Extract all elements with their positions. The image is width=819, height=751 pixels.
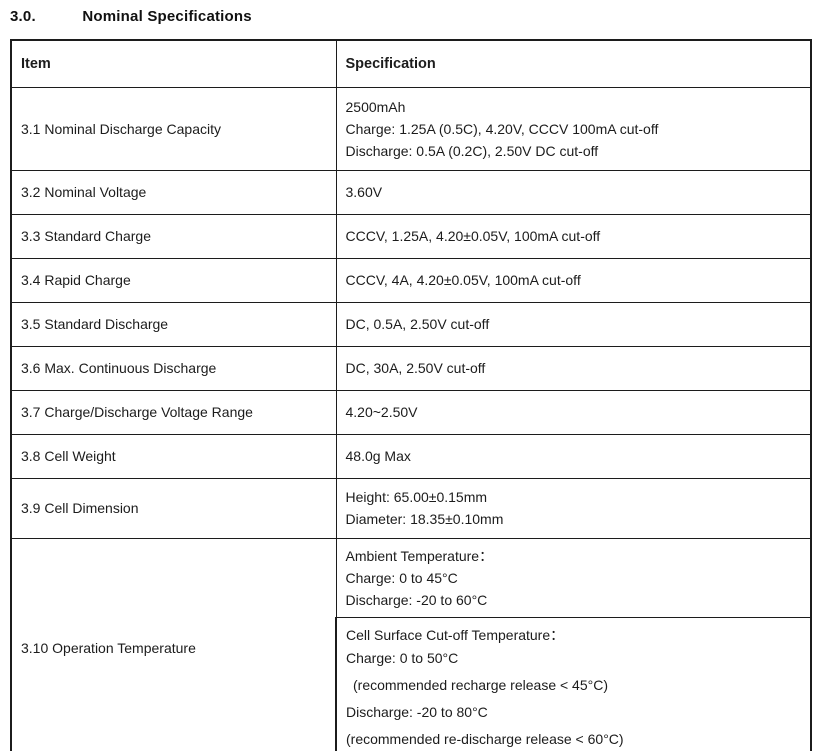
spec-line: Height: 65.00±0.15mm: [345, 489, 488, 505]
spec-line: Ambient Temperature：: [345, 547, 494, 564]
item-cell: 3.7 Charge/Discharge Voltage Range: [10, 389, 337, 435]
spec-line: CCCV, 1.25A, 4.20±0.05V, 100mA cut-off: [345, 228, 601, 244]
spec-line: Charge: 0 to 45°C: [345, 569, 458, 586]
table-row: 3.4 Rapid Charge CCCV, 4A, 4.20±0.05V, 1…: [10, 257, 812, 303]
table-row: 3.10 Operation Temperature Ambient Tempe…: [10, 537, 812, 751]
section-title-text: Nominal Specifications: [82, 8, 252, 25]
spec-cell: 3.60V: [335, 169, 812, 215]
spec-line: 2500mAh: [345, 98, 406, 115]
spec-line: Discharge: 0.5A (0.2C), 2.50V DC cut-off: [345, 142, 599, 159]
spec-cell: DC, 30A, 2.50V cut-off: [335, 345, 812, 391]
table-header-row: Item Specification: [10, 39, 812, 88]
spec-line: Cell Surface Cut-off Temperature：: [346, 626, 565, 643]
spec-line: Charge: 1.25A (0.5C), 4.20V, CCCV 100mA …: [345, 120, 659, 137]
spec-line: (recommended re-discharge release < 60°C…: [346, 730, 624, 747]
item-cell: 3.8 Cell Weight: [10, 433, 337, 479]
spec-cell-ambient-temperature: Ambient Temperature： Charge: 0 to 45°C D…: [335, 537, 812, 618]
table-row: 3.2 Nominal Voltage 3.60V: [10, 169, 812, 215]
item-cell: 3.9 Cell Dimension: [10, 477, 337, 539]
column-header-specification: Specification: [335, 39, 812, 88]
table-row: 3.1 Nominal Discharge Capacity 2500mAh C…: [10, 86, 812, 171]
spec-cell: CCCV, 4A, 4.20±0.05V, 100mA cut-off: [335, 257, 812, 303]
spec-line: Diameter: 18.35±0.10mm: [345, 511, 504, 527]
item-cell: 3.3 Standard Charge: [10, 213, 337, 259]
table-row: 3.7 Charge/Discharge Voltage Range 4.20~…: [10, 389, 812, 435]
spec-cell: 2500mAh Charge: 1.25A (0.5C), 4.20V, CCC…: [335, 86, 812, 171]
spec-cell: CCCV, 1.25A, 4.20±0.05V, 100mA cut-off: [335, 213, 812, 259]
item-cell: 3.1 Nominal Discharge Capacity: [10, 86, 337, 171]
spec-cell: 48.0g Max: [335, 433, 812, 479]
table-row: 3.3 Standard Charge CCCV, 1.25A, 4.20±0.…: [10, 213, 812, 259]
spec-cell: 4.20~2.50V: [335, 389, 812, 435]
spec-line: 4.20~2.50V: [345, 404, 418, 420]
table-row: 3.9 Cell Dimension Height: 65.00±0.15mm …: [10, 477, 812, 539]
table-row: 3.8 Cell Weight 48.0g Max: [10, 433, 812, 479]
spec-line: DC, 0.5A, 2.50V cut-off: [345, 316, 490, 332]
table-row: 3.6 Max. Continuous Discharge DC, 30A, 2…: [10, 345, 812, 391]
section-title: 3.0. Nominal Specifications: [10, 8, 819, 25]
spec-cell: Height: 65.00±0.15mm Diameter: 18.35±0.1…: [335, 477, 812, 539]
spec-line: 3.60V: [345, 184, 383, 200]
item-cell: 3.5 Standard Discharge: [10, 301, 337, 347]
item-cell: 3.6 Max. Continuous Discharge: [10, 345, 337, 391]
spec-line: Discharge: -20 to 80°C: [346, 703, 488, 720]
spec-cell: DC, 0.5A, 2.50V cut-off: [335, 301, 812, 347]
nominal-specifications-table: Item Specification 3.1 Nominal Discharge…: [10, 39, 812, 751]
table-row: 3.5 Standard Discharge DC, 0.5A, 2.50V c…: [10, 301, 812, 347]
spec-line: 48.0g Max: [345, 448, 411, 464]
item-cell: 3.2 Nominal Voltage: [10, 169, 337, 215]
item-cell: 3.10 Operation Temperature: [10, 537, 337, 751]
spec-line: (recommended recharge release < 45°C): [353, 676, 609, 693]
table-row: Cell Surface Cut-off Temperature： Charge…: [11, 616, 812, 751]
column-header-item: Item: [10, 39, 337, 88]
item-cell: 3.4 Rapid Charge: [10, 257, 337, 303]
spec-line: Discharge: -20 to 60°C: [345, 591, 488, 608]
section-number: 3.0.: [10, 8, 36, 25]
spec-line: DC, 30A, 2.50V cut-off: [345, 360, 486, 376]
spec-cell-surface-cutoff-temperature: Cell Surface Cut-off Temperature： Charge…: [335, 616, 812, 751]
spec-line: Charge: 0 to 50°C: [346, 649, 459, 666]
spec-line: CCCV, 4A, 4.20±0.05V, 100mA cut-off: [345, 272, 581, 288]
